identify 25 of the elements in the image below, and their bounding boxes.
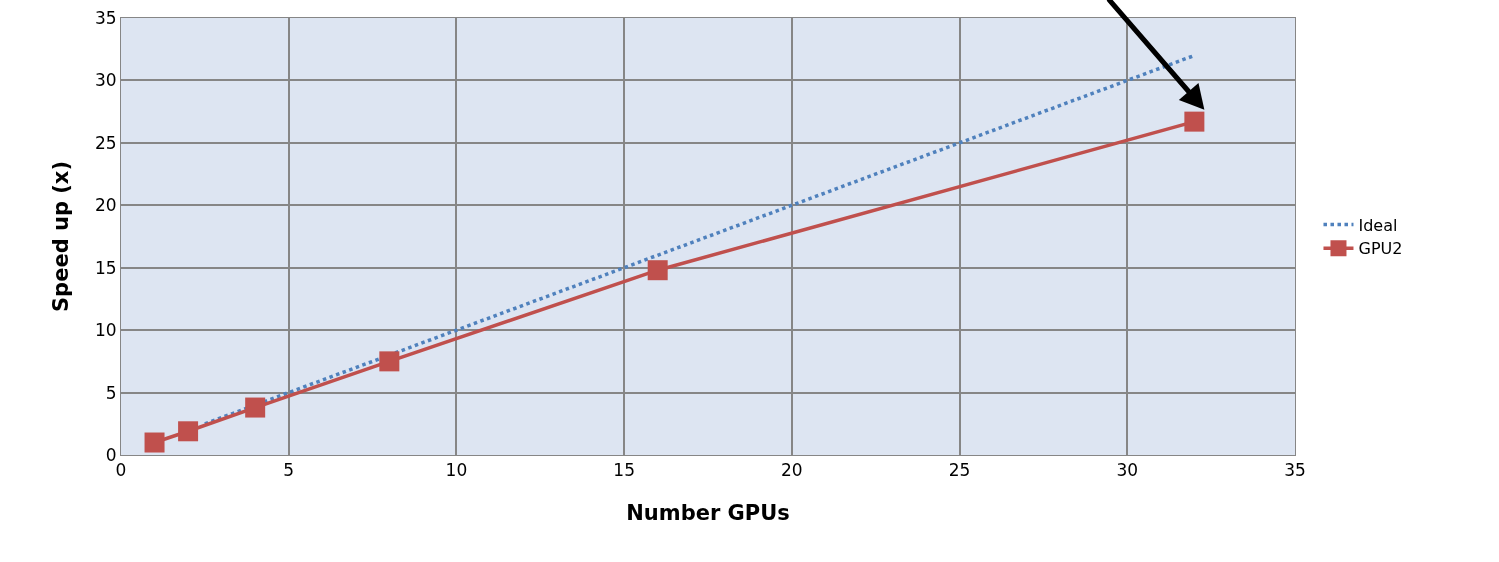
y-tick-label: 20 — [94, 195, 117, 216]
y-tick-label: 5 — [105, 382, 117, 403]
point — [1184, 111, 1205, 132]
y-tick-label: 35 — [94, 7, 117, 28]
point — [379, 351, 400, 372]
x-tick-label: 10 — [445, 460, 468, 481]
x-tick-label: 30 — [1116, 460, 1139, 481]
y-axis-title: Speed up (x) — [49, 160, 74, 313]
x-tick-label: 20 — [781, 460, 803, 481]
x-tick-label: 35 — [1284, 460, 1306, 481]
legend-label: GPU2 — [1358, 239, 1403, 259]
y-tick-label: 30 — [94, 70, 117, 91]
x-tick-label: 25 — [948, 460, 971, 481]
point — [647, 260, 668, 281]
legend-label: Ideal — [1358, 215, 1398, 235]
x-tick-label: 5 — [283, 460, 295, 481]
x-tick-label: 15 — [613, 460, 635, 481]
y-tick-label: 10 — [94, 320, 117, 341]
point — [144, 432, 165, 453]
y-tick-label: 0 — [105, 444, 117, 465]
x-axis-title: Number GPUs — [626, 500, 790, 525]
y-tick-label: 15 — [94, 257, 117, 278]
point — [178, 421, 199, 442]
point — [245, 397, 266, 418]
y-tick-label: 25 — [94, 132, 117, 153]
